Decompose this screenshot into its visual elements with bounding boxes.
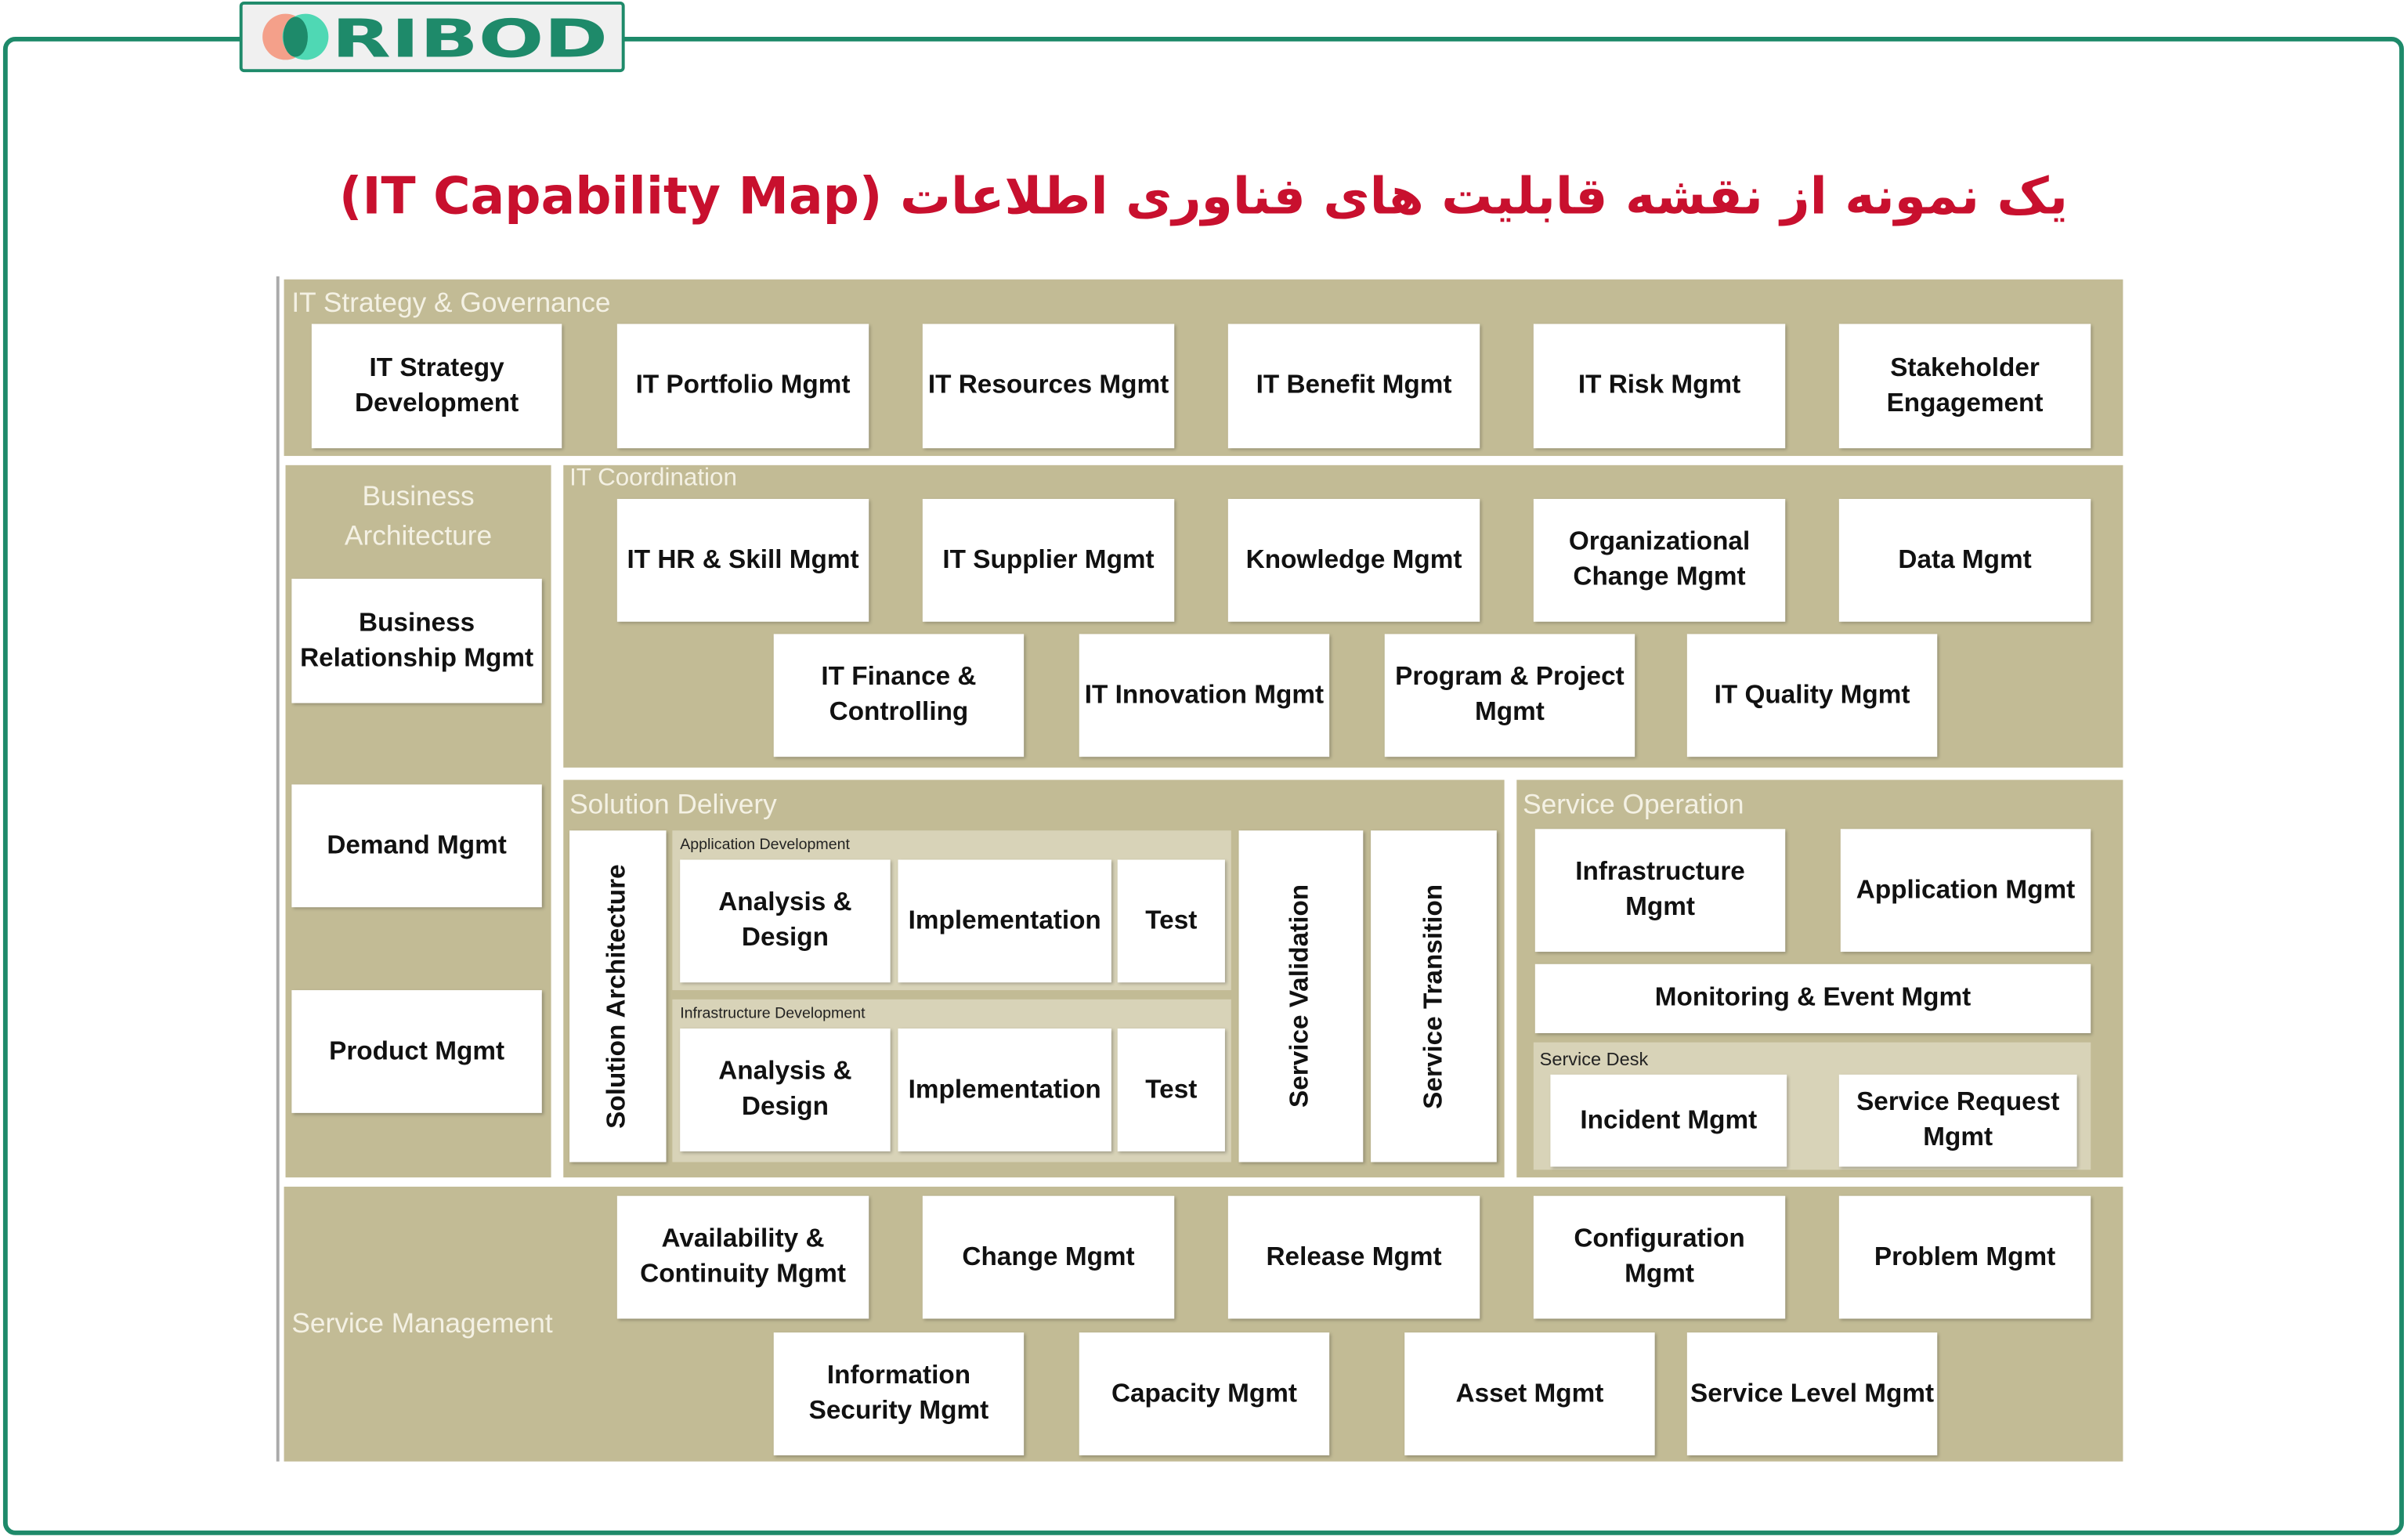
page-frame <box>2 37 2405 1535</box>
capability-analysis-and-design: Analysis & Design <box>680 1028 891 1151</box>
capability-monitoring-and-event-mgmt: Monitoring & Event Mgmt <box>1534 963 2091 1033</box>
capability-capacity-mgmt: Capacity Mgmt <box>1079 1332 1330 1455</box>
section-label: IT Strategy & Governance <box>291 287 611 318</box>
capability-service-transition: Service Transition <box>1371 830 1497 1162</box>
capability-it-hr-and-skill-mgmt: IT HR & Skill Mgmt <box>616 498 869 622</box>
capability-product-mgmt: Product Mgmt <box>291 990 542 1113</box>
capability-it-finance-and-controlling: IT Finance & Controlling <box>773 634 1025 757</box>
capability-configuration-mgmt: Configuration Mgmt <box>1533 1195 1786 1319</box>
capability-program-and-project-mgmt: Program & Project Mgmt <box>1384 634 1635 757</box>
capability-it-supplier-mgmt: IT Supplier Mgmt <box>922 498 1175 622</box>
capability-service-validation-label: Service Validation <box>1285 884 1314 1108</box>
capability-release-mgmt: Release Mgmt <box>1227 1195 1480 1319</box>
capability-it-portfolio-mgmt: IT Portfolio Mgmt <box>616 324 869 449</box>
capability-analysis-and-design: Analysis & Design <box>680 859 891 983</box>
capability-service-level-mgmt: Service Level Mgmt <box>1686 1332 1938 1455</box>
capability-information-security-mgmt: Information Security Mgmt <box>773 1332 1025 1455</box>
capability-solution-architecture-label: Solution Architecture <box>602 864 631 1129</box>
capability-availability-and-continuity-mgmt: Availability & Continuity Mgmt <box>616 1195 869 1319</box>
capability-stakeholder-engagement: Stakeholder Engagement <box>1838 324 2091 449</box>
capability-incident-mgmt: Incident Mgmt <box>1550 1074 1787 1167</box>
logo: RIBOD <box>239 1 625 73</box>
capability-service-validation: Service Validation <box>1238 830 1364 1162</box>
capability-application-mgmt: Application Mgmt <box>1840 829 2091 953</box>
capability-asset-mgmt: Asset Mgmt <box>1404 1332 1655 1455</box>
capability-problem-mgmt: Problem Mgmt <box>1838 1195 2091 1319</box>
capability-service-transition-label: Service Transition <box>1417 884 1447 1109</box>
section-it-strategy-governance <box>284 279 2123 457</box>
capability-organizational-change-mgmt: Organizational Change Mgmt <box>1533 498 1786 622</box>
capability-solution-architecture: Solution Architecture <box>569 830 667 1162</box>
capability-it-strategy-development: IT Strategy Development <box>311 324 562 449</box>
capability-service-request-mgmt: Service Request Mgmt <box>1838 1074 2077 1167</box>
capability-infrastructure-mgmt: Infrastructure Mgmt <box>1534 829 1786 953</box>
panel-label: Service Desk <box>1539 1048 1649 1070</box>
capability-it-risk-mgmt: IT Risk Mgmt <box>1533 324 1786 449</box>
capability-demand-mgmt: Demand Mgmt <box>291 784 542 908</box>
capability-implementation: Implementation <box>898 1028 1111 1151</box>
panel-label: Application Development <box>680 837 850 854</box>
section-label: Service Management <box>291 1307 553 1339</box>
capability-data-mgmt: Data Mgmt <box>1838 498 2091 622</box>
panel-label: Infrastructure Development <box>680 1005 866 1023</box>
section-label: IT Coordination <box>569 465 737 492</box>
map-left-rule <box>276 276 280 1462</box>
capability-test: Test <box>1117 1028 1225 1151</box>
section-label: Service Operation <box>1523 789 1744 820</box>
capability-business-relationship-mgmt: Business Relationship Mgmt <box>291 578 542 703</box>
section-label: Business Architecture <box>344 480 493 551</box>
capability-implementation: Implementation <box>898 859 1111 983</box>
capability-it-innovation-mgmt: IT Innovation Mgmt <box>1079 634 1330 757</box>
svg-text:RIBOD: RIBOD <box>331 9 608 65</box>
ribod-logo-icon: RIBOD <box>262 9 608 65</box>
capability-it-benefit-mgmt: IT Benefit Mgmt <box>1227 324 1480 449</box>
capability-it-quality-mgmt: IT Quality Mgmt <box>1686 634 1938 757</box>
capability-it-resources-mgmt: IT Resources Mgmt <box>922 324 1175 449</box>
capability-test: Test <box>1117 859 1225 983</box>
page-title: یک نمونه از نقشه قابلیت های فناوری اطلاع… <box>338 165 2069 226</box>
capability-change-mgmt: Change Mgmt <box>922 1195 1175 1319</box>
section-label: Solution Delivery <box>569 789 777 820</box>
capability-knowledge-mgmt: Knowledge Mgmt <box>1227 498 1480 622</box>
